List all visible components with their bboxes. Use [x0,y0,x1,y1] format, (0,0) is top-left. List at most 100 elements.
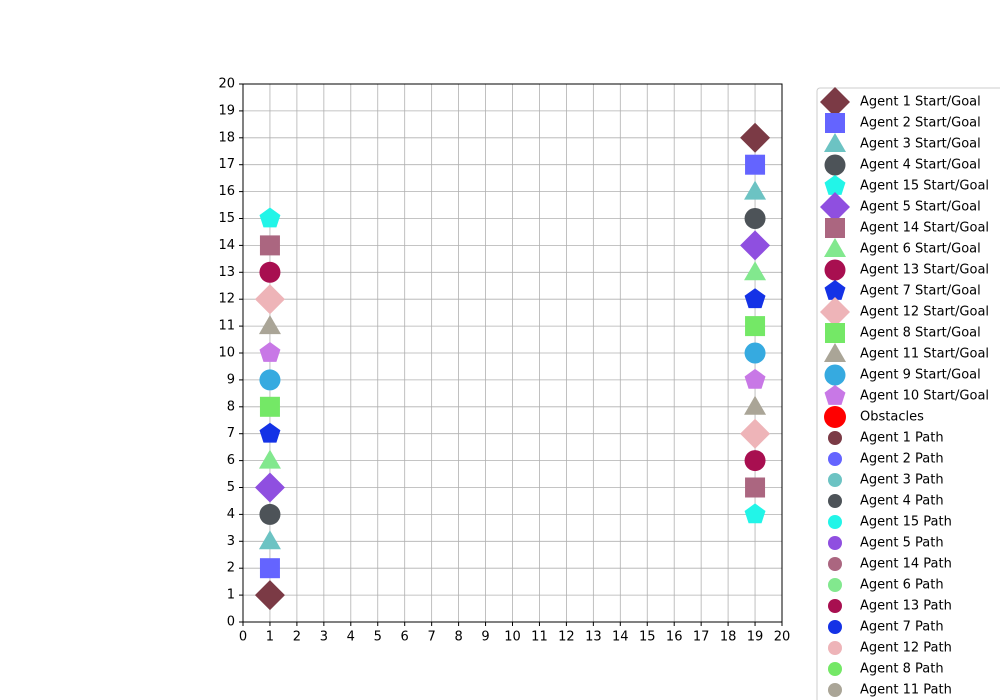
x-tick-label: 12 [558,630,575,645]
point [744,261,767,281]
legend-marker [824,280,846,300]
legend-label: Agent 12 Start/Goal [860,305,989,320]
y-tick-label: 7 [227,426,235,441]
legend-marker [828,662,842,676]
point [259,422,281,443]
legend-marker [828,683,842,697]
x-tick-label: 4 [347,630,355,645]
legend-label: Agent 8 Path [860,662,944,677]
point [259,342,281,362]
legend-marker [824,175,846,195]
legend-marker [828,494,842,508]
point [254,284,285,315]
point [259,235,280,256]
x-tick-label: 9 [481,630,489,645]
x-tick-label: 1 [266,630,274,645]
legend-label: Agent 7 Path [860,620,944,635]
point [259,369,281,391]
legend-label: Agent 9 Start/Goal [860,368,981,383]
legend-marker [828,599,842,613]
legend-label: Agent 3 Start/Goal [860,137,981,152]
x-tick-label: 20 [774,630,791,645]
legend-label: Agent 13 Path [860,599,952,614]
legend-label: Agent 1 Path [860,431,944,446]
legend-label: Agent 11 Start/Goal [860,347,989,362]
legend-marker [825,113,845,133]
point [744,503,766,524]
x-tick-label: 16 [666,630,683,645]
x-tick-label: 18 [720,630,737,645]
point [744,288,766,309]
y-tick-label: 6 [227,453,235,468]
legend-label: Agent 12 Path [860,641,952,656]
legend-label: Agent 5 Path [860,536,944,551]
y-tick-label: 20 [218,77,235,92]
point [258,530,281,550]
legend-label: Agent 14 Start/Goal [860,221,989,236]
legend-marker [824,385,846,405]
legend-marker [828,536,842,550]
legend-marker [828,452,842,466]
legend-marker [824,364,846,386]
y-tick-label: 19 [218,103,235,118]
legend-label: Agent 8 Start/Goal [860,326,981,341]
legend-label: Agent 2 Path [860,452,944,467]
legend-marker [824,238,846,257]
x-tick-label: 17 [693,630,710,645]
point [259,503,281,525]
y-tick-label: 3 [227,534,235,549]
legend-marker [828,431,842,445]
legend-marker [824,154,846,176]
legend-label: Agent 10 Start/Goal [860,389,989,404]
point [745,154,766,175]
x-tick-label: 3 [320,630,328,645]
legend-label: Obstacles [860,410,924,425]
plot-frame [242,83,783,623]
legend-marker [824,133,846,152]
legend-label: Agent 6 Path [860,578,944,593]
legend-label: Agent 7 Start/Goal [860,284,981,299]
x-tick-label: 11 [531,630,548,645]
legend-marker [828,620,842,634]
legend-label: Agent 15 Path [860,515,952,530]
legend-marker [824,343,846,362]
point [744,342,766,364]
legend-label: Agent 3 Path [860,473,944,488]
legend-marker [828,641,842,655]
legend-label: Agent 4 Start/Goal [860,158,981,173]
point [258,449,281,469]
y-tick-label: 13 [218,265,235,280]
legend-label: Agent 2 Start/Goal [860,116,981,131]
legend-label: Agent 13 Start/Goal [860,263,989,278]
x-tick-label: 7 [428,630,436,645]
point [740,122,771,153]
legend-marker [824,406,846,428]
legend-marker [820,297,850,327]
y-tick-label: 4 [227,507,235,522]
x-tick-label: 2 [293,630,301,645]
point [259,207,281,228]
y-tick-label: 9 [227,372,235,387]
point [744,208,766,229]
x-tick-label: 6 [401,630,409,645]
point [744,395,767,415]
legend-label: Agent 11 Path [860,683,952,698]
x-tick-label: 14 [612,630,629,645]
legend-marker [828,473,842,487]
point [254,580,285,611]
y-tick-label: 18 [218,130,235,145]
point [740,418,771,449]
y-tick-label: 15 [218,211,235,226]
point [745,477,766,498]
legend-marker [824,259,846,281]
point [259,396,280,417]
y-tick-label: 14 [218,238,235,253]
legend-marker [825,218,845,238]
y-tick-label: 5 [227,480,235,495]
x-tick-label: 5 [374,630,382,645]
point [740,230,771,261]
point [744,368,766,389]
y-tick-label: 0 [227,615,235,630]
point [259,261,281,283]
